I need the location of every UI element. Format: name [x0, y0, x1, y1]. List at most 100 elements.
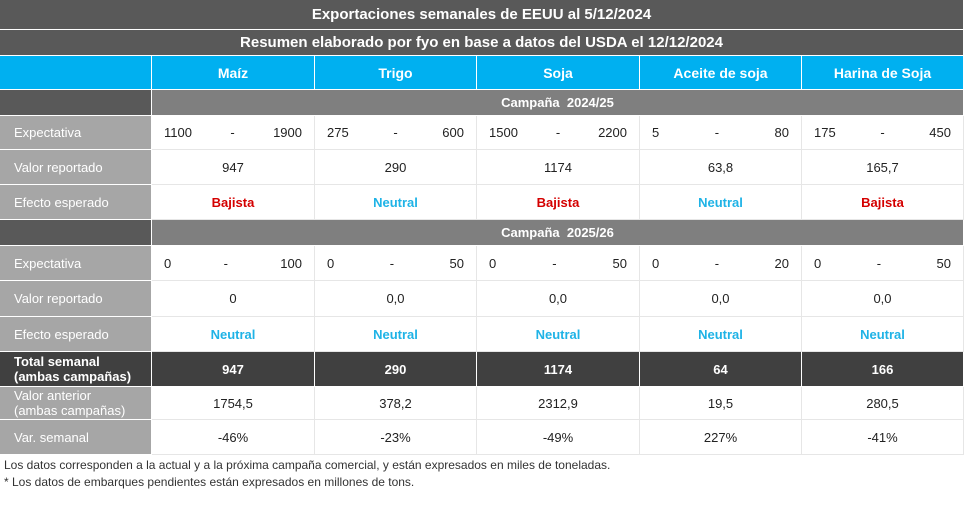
value: 227%	[640, 420, 802, 455]
expectation-range: 0 - 100	[152, 246, 315, 281]
value: 0,0	[477, 281, 640, 317]
value: -46%	[152, 420, 315, 455]
column-header: Trigo	[315, 56, 477, 90]
range-part: 5	[652, 125, 660, 140]
range-part: -	[714, 125, 720, 140]
row-label: Efecto esperado	[0, 185, 152, 220]
range-part: 600	[442, 125, 464, 140]
campaign-blank	[0, 220, 152, 246]
value: 19,5	[640, 387, 802, 420]
campaign-blank	[0, 90, 152, 116]
range-part: 0	[814, 255, 822, 271]
range-part: -	[223, 255, 228, 271]
footnote: * Los datos de embarques pendientes está…	[4, 475, 415, 489]
value: 63,8	[640, 150, 802, 185]
range-part: 175	[814, 125, 836, 140]
effect: Neutral	[802, 317, 964, 352]
expectation-range: 0 - 50	[477, 246, 640, 281]
effect: Neutral	[315, 317, 477, 352]
range-part: -	[389, 255, 395, 271]
row-label: Valor reportado	[0, 150, 152, 185]
label-line: (ambas campañas)	[14, 403, 126, 418]
footnotes: Los datos corresponden a la actual y a l…	[4, 457, 624, 491]
range-part: 2200	[598, 125, 627, 140]
value: -49%	[477, 420, 640, 455]
value: 0	[152, 281, 315, 317]
value: 1754,5	[152, 387, 315, 420]
value: 290	[315, 150, 477, 185]
range-part: -	[555, 125, 561, 140]
range-part: 0	[652, 255, 660, 271]
effect: Neutral	[640, 317, 802, 352]
column-header: Aceite de soja	[640, 56, 802, 90]
range-part: -	[552, 255, 557, 271]
value: 64	[640, 352, 802, 387]
range-part: -	[230, 125, 235, 140]
range-part: 1500	[489, 125, 518, 140]
expectation-range: 5 - 80	[640, 116, 802, 150]
value: 0,0	[802, 281, 964, 317]
range-part: 0	[327, 255, 335, 271]
expectation-range: 0 - 50	[315, 246, 477, 281]
range-part: 0	[164, 255, 172, 271]
range-part: 100	[280, 255, 302, 271]
label-line: Valor anterior	[14, 388, 92, 403]
range-part: -	[880, 125, 885, 140]
range-part: 1900	[273, 125, 302, 140]
value: 166	[802, 352, 964, 387]
label-line: Total semanal	[14, 354, 100, 369]
value: 165,7	[802, 150, 964, 185]
row-label: Expectativa	[0, 246, 152, 281]
value: 947	[152, 150, 315, 185]
range-part: 80	[774, 125, 789, 140]
effect: Bajista	[477, 185, 640, 220]
campaign: Campaña 2025/26	[152, 220, 964, 246]
expectation-range: 1500 - 2200	[477, 116, 640, 150]
column-header: Soja	[477, 56, 640, 90]
footnote: Los datos corresponden a la actual y a l…	[4, 458, 611, 472]
value: 1174	[477, 150, 640, 185]
range-part: 0	[489, 255, 497, 271]
range-part: 20	[774, 255, 789, 271]
effect: Neutral	[315, 185, 477, 220]
value: 0,0	[640, 281, 802, 317]
title: Exportaciones semanales de EEUU al 5/12/…	[0, 0, 964, 30]
range-part: 275	[327, 125, 349, 140]
expectation-range: 275 - 600	[315, 116, 477, 150]
expectation-range: 0 - 20	[640, 246, 802, 281]
expectation-range: 175 - 450	[802, 116, 964, 150]
value: -41%	[802, 420, 964, 455]
range-part: 50	[612, 255, 627, 271]
value: 0,0	[315, 281, 477, 317]
row-label: Valor anterior (ambas campañas)	[0, 387, 152, 420]
effect: Neutral	[152, 317, 315, 352]
value: 1174	[477, 352, 640, 387]
row-label: Var. semanal	[0, 420, 152, 455]
row-label: Expectativa	[0, 116, 152, 150]
range-part: 1100	[164, 125, 192, 140]
value: 290	[315, 352, 477, 387]
effect: Neutral	[640, 185, 802, 220]
header-blank	[0, 56, 152, 90]
range-part: -	[393, 125, 398, 140]
row-label: Valor reportado	[0, 281, 152, 317]
range-part: 50	[449, 255, 464, 271]
value: 947	[152, 352, 315, 387]
effect: Bajista	[802, 185, 964, 220]
column-header: Maíz	[152, 56, 315, 90]
expectation-range: 1100 - 1900	[152, 116, 315, 150]
effect: Bajista	[152, 185, 315, 220]
campaign: Campaña 2024/25	[152, 90, 964, 116]
effect: Neutral	[477, 317, 640, 352]
row-label: Total semanal (ambas campañas)	[0, 352, 152, 387]
subtitle: Resumen elaborado por fyo en base a dato…	[0, 30, 964, 56]
row-label: Efecto esperado	[0, 317, 152, 352]
range-part: 50	[936, 255, 951, 271]
range-part: 450	[929, 125, 951, 140]
value: -23%	[315, 420, 477, 455]
value: 2312,9	[477, 387, 640, 420]
value: 280,5	[802, 387, 964, 420]
range-part: -	[876, 255, 882, 271]
label-line: Var. semanal	[14, 429, 89, 445]
value: 378,2	[315, 387, 477, 420]
